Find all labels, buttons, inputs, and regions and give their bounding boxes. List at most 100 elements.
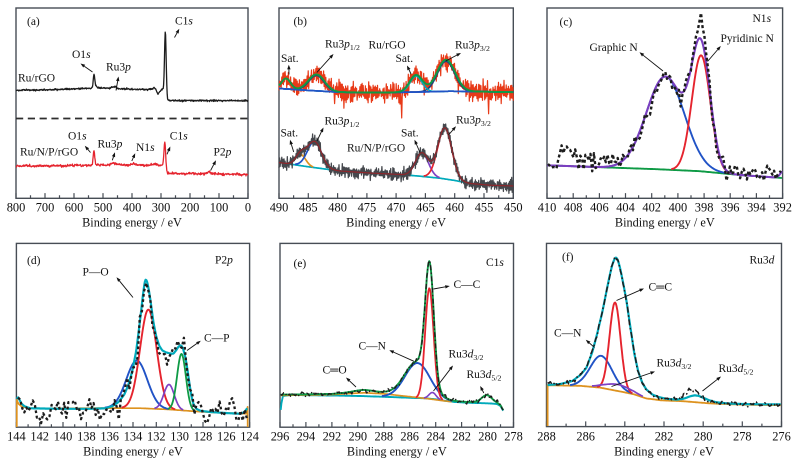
svg-text:Ru3d5/2: Ru3d5/2 — [467, 369, 502, 383]
svg-text:296: 296 — [271, 430, 290, 444]
svg-text:134: 134 — [124, 430, 143, 444]
svg-text:Binding energy / eV: Binding energy / eV — [346, 216, 446, 230]
svg-text:600: 600 — [65, 201, 84, 215]
svg-text:406: 406 — [590, 201, 609, 215]
svg-text:C—P: C—P — [204, 333, 230, 345]
svg-text:C1s: C1s — [486, 257, 504, 269]
svg-text:Ru3p: Ru3p — [106, 61, 131, 73]
svg-text:485: 485 — [299, 201, 318, 215]
svg-text:Ru3p1/2: Ru3p1/2 — [325, 116, 360, 130]
svg-text:278: 278 — [504, 430, 523, 444]
svg-text:(e): (e) — [294, 258, 307, 270]
svg-text:O1s: O1s — [72, 49, 91, 61]
svg-text:286: 286 — [400, 430, 419, 444]
svg-text:C—N: C—N — [359, 341, 387, 353]
svg-text:C1s: C1s — [170, 130, 188, 142]
svg-text:290: 290 — [349, 430, 368, 444]
svg-text:276: 276 — [772, 430, 791, 444]
svg-text:C═C: C═C — [649, 282, 673, 294]
svg-text:O1s: O1s — [68, 130, 87, 142]
svg-text:Binding energy / eV: Binding energy / eV — [82, 216, 182, 230]
svg-text:282: 282 — [655, 430, 674, 444]
svg-text:450: 450 — [504, 201, 523, 215]
svg-text:490: 490 — [270, 201, 289, 215]
svg-text:Ru3p3/2: Ru3p3/2 — [455, 40, 490, 54]
svg-text:C1s: C1s — [175, 16, 193, 28]
svg-text:N1s: N1s — [753, 13, 772, 25]
svg-text:0: 0 — [245, 201, 251, 215]
svg-text:N1s: N1s — [136, 142, 155, 154]
svg-text:392: 392 — [773, 201, 792, 215]
svg-text:Ru3d3/2: Ru3d3/2 — [449, 349, 484, 363]
svg-text:(c): (c) — [560, 17, 573, 29]
svg-text:398: 398 — [695, 201, 714, 215]
svg-text:Binding energy / eV: Binding energy / eV — [83, 445, 183, 459]
svg-text:128: 128 — [194, 430, 213, 444]
svg-text:282: 282 — [452, 430, 471, 444]
svg-text:Pyridinic N: Pyridinic N — [721, 33, 775, 45]
svg-text:138: 138 — [77, 430, 96, 444]
svg-text:Ru3d: Ru3d — [750, 255, 775, 267]
svg-text:C—C: C—C — [454, 279, 481, 291]
svg-text:Graphic N: Graphic N — [590, 42, 639, 54]
svg-text:278: 278 — [733, 430, 752, 444]
svg-text:284: 284 — [616, 430, 635, 444]
svg-text:480: 480 — [328, 201, 347, 215]
svg-text:P2p: P2p — [215, 255, 233, 267]
svg-text:126: 126 — [217, 430, 236, 444]
svg-text:142: 142 — [30, 430, 49, 444]
svg-text:124: 124 — [240, 430, 259, 444]
svg-text:P—O: P—O — [83, 267, 109, 279]
svg-text:280: 280 — [478, 430, 497, 444]
svg-text:288: 288 — [375, 430, 394, 444]
svg-text:394: 394 — [747, 201, 766, 215]
svg-text:Ru3p3/2: Ru3p3/2 — [456, 115, 491, 129]
svg-text:286: 286 — [576, 430, 595, 444]
svg-text:(f): (f) — [562, 252, 574, 264]
svg-text:Sat.: Sat. — [281, 128, 299, 140]
svg-text:(d): (d) — [27, 255, 41, 267]
svg-text:144: 144 — [7, 430, 26, 444]
svg-text:284: 284 — [426, 430, 445, 444]
svg-text:700: 700 — [36, 201, 55, 215]
svg-text:800: 800 — [7, 201, 26, 215]
svg-text:P2p: P2p — [214, 147, 232, 159]
svg-text:140: 140 — [54, 430, 73, 444]
svg-text:294: 294 — [297, 430, 316, 444]
svg-text:300: 300 — [152, 201, 171, 215]
svg-text:408: 408 — [564, 201, 583, 215]
svg-text:132: 132 — [147, 430, 166, 444]
svg-text:410: 410 — [538, 201, 557, 215]
svg-text:200: 200 — [181, 201, 200, 215]
svg-text:465: 465 — [416, 201, 435, 215]
svg-text:Ru3p: Ru3p — [98, 138, 123, 150]
svg-text:(b): (b) — [294, 16, 308, 28]
svg-text:C═O: C═O — [323, 365, 347, 377]
svg-text:396: 396 — [721, 201, 740, 215]
svg-text:Ru/N/P/rGO: Ru/N/P/rGO — [347, 143, 405, 155]
svg-text:404: 404 — [616, 201, 635, 215]
svg-text:(a): (a) — [27, 16, 40, 28]
svg-text:292: 292 — [323, 430, 342, 444]
svg-text:Sat.: Sat. — [281, 53, 299, 65]
svg-text:Ru3d5/2: Ru3d5/2 — [719, 363, 754, 377]
svg-text:C—N: C—N — [554, 328, 582, 340]
svg-text:288: 288 — [537, 430, 556, 444]
svg-text:Ru3d3/2: Ru3d3/2 — [657, 358, 692, 372]
svg-text:475: 475 — [358, 201, 377, 215]
svg-text:Ru/N/P/rGO: Ru/N/P/rGO — [20, 147, 78, 159]
svg-text:130: 130 — [170, 430, 189, 444]
svg-text:470: 470 — [387, 201, 406, 215]
svg-text:100: 100 — [210, 201, 229, 215]
svg-text:400: 400 — [123, 201, 142, 215]
svg-text:Binding energy / eV: Binding energy / eV — [615, 216, 715, 230]
svg-text:460: 460 — [445, 201, 464, 215]
svg-text:Ru/rGO: Ru/rGO — [369, 40, 406, 52]
svg-text:Binding energy / eV: Binding energy / eV — [614, 445, 714, 459]
svg-text:500: 500 — [94, 201, 113, 215]
svg-text:Binding energy / eV: Binding energy / eV — [347, 445, 447, 459]
svg-text:455: 455 — [475, 201, 494, 215]
svg-text:Ru3p1/2: Ru3p1/2 — [325, 39, 360, 53]
svg-text:136: 136 — [100, 430, 119, 444]
svg-text:Sat.: Sat. — [396, 53, 414, 65]
